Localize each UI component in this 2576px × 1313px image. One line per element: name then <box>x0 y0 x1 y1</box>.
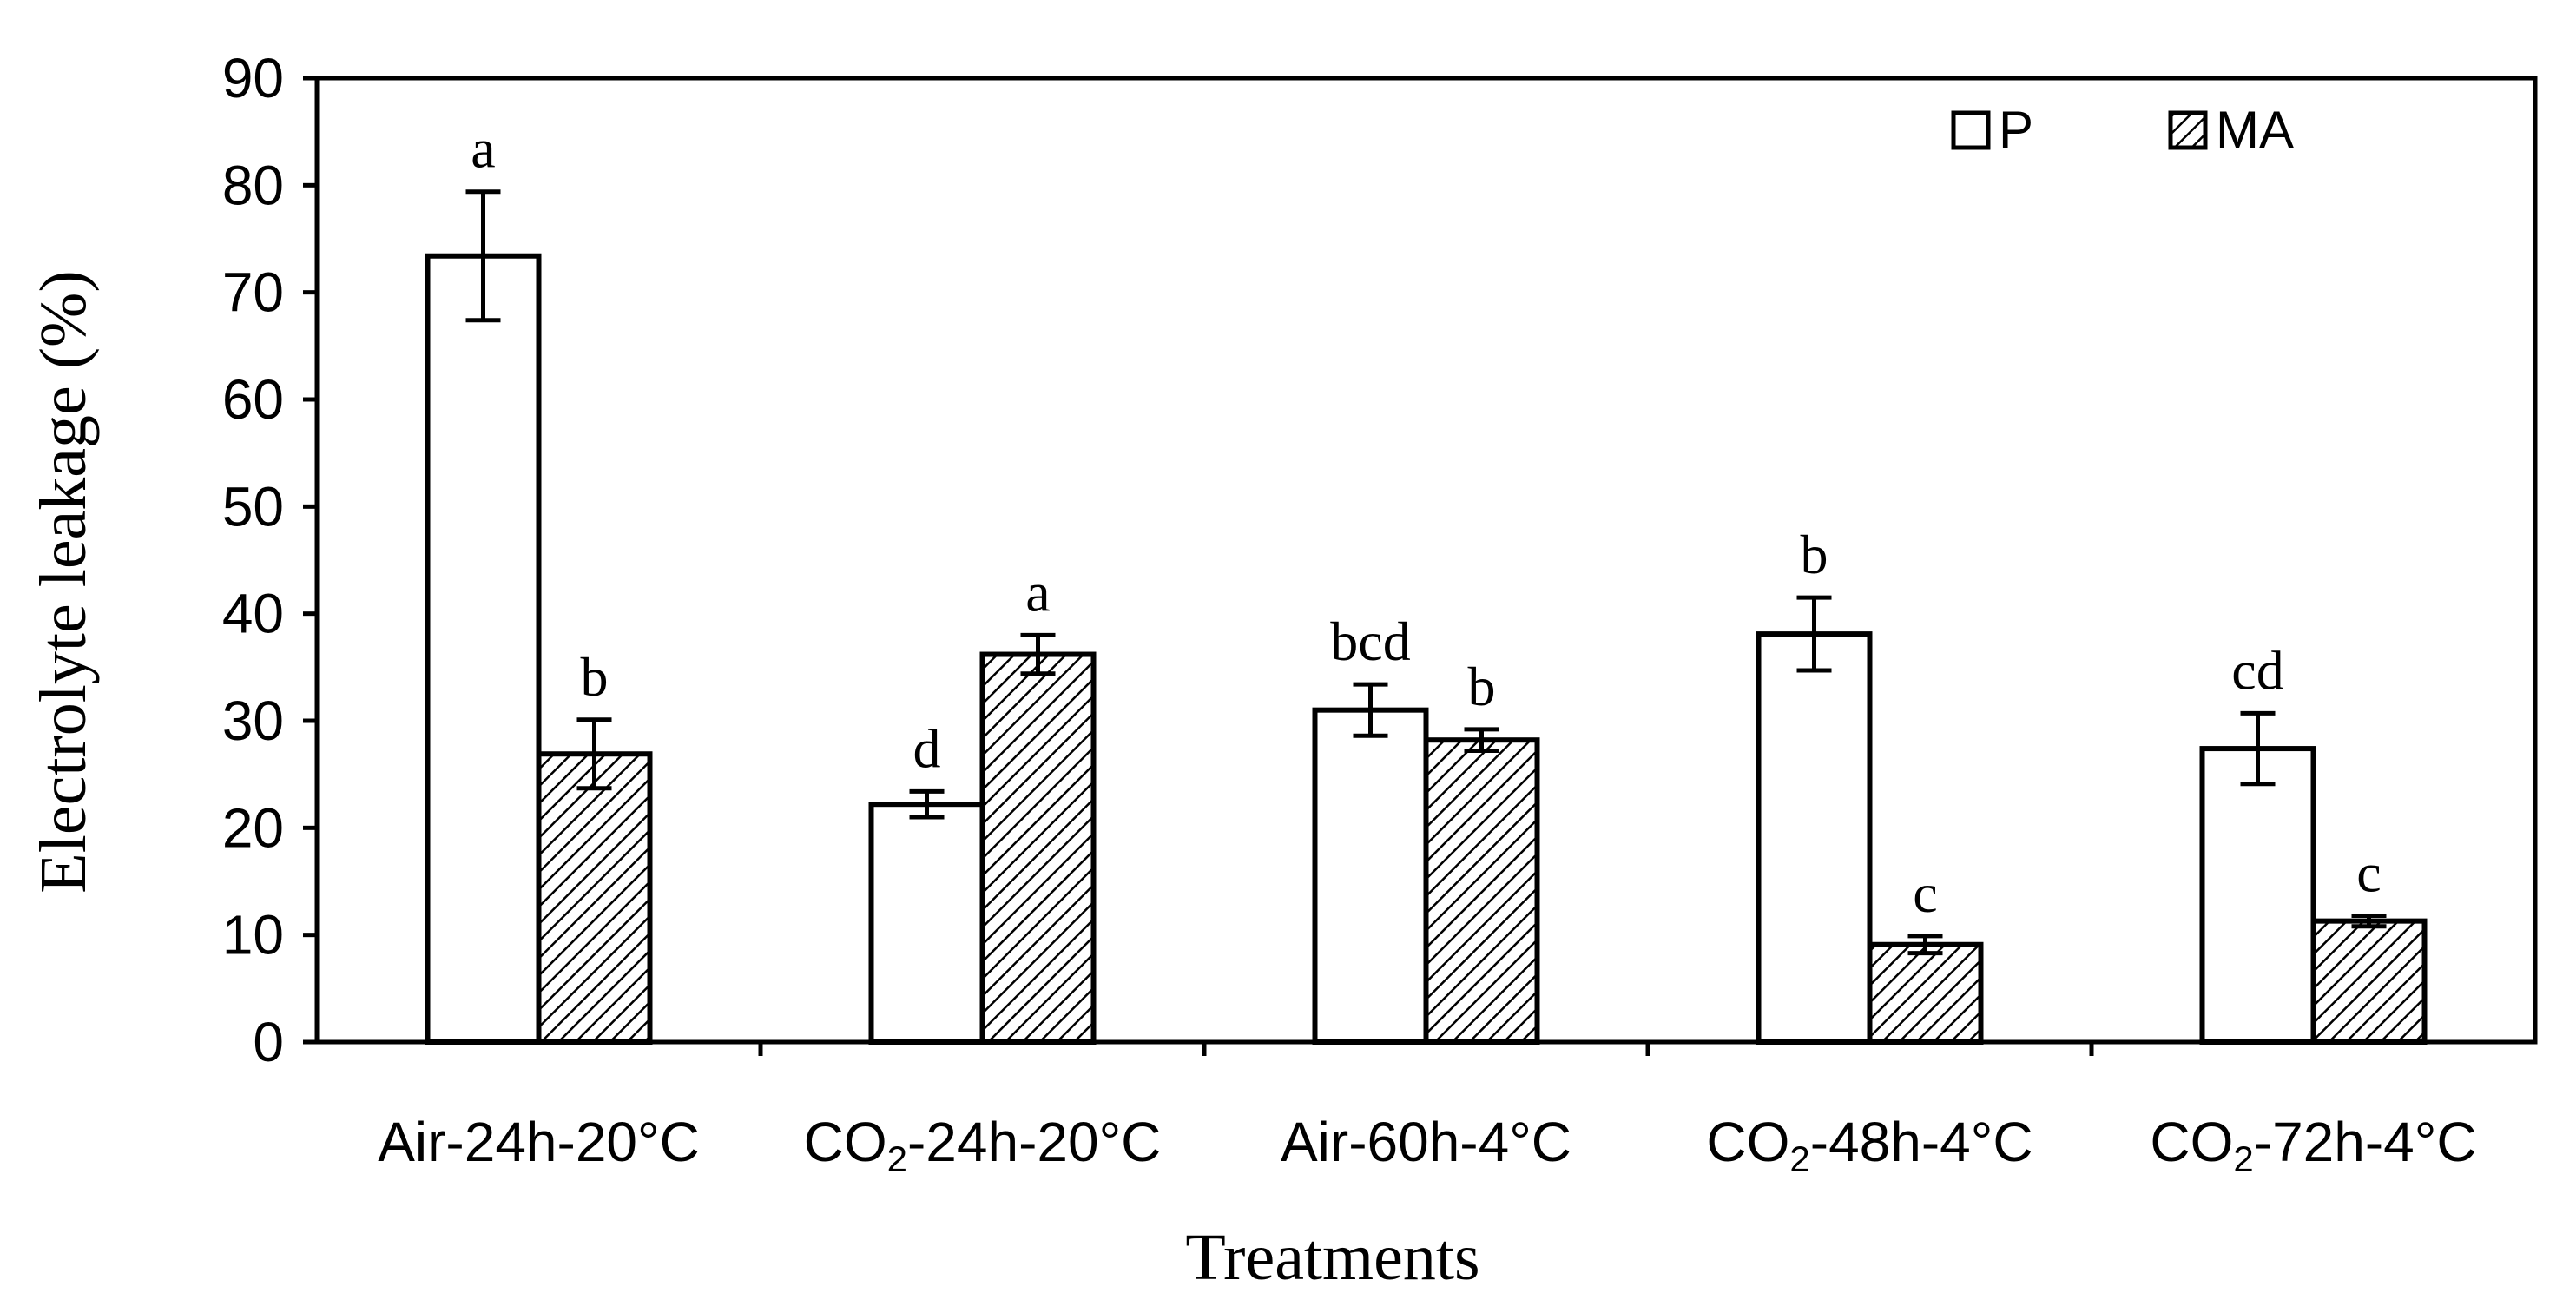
significance-letter: c <box>2356 841 2381 903</box>
significance-letter: cd <box>2231 639 2283 701</box>
significance-letter: bcd <box>1330 610 1410 672</box>
x-category-label: Air-24h-20°C <box>378 1111 700 1173</box>
y-tick-label: 80 <box>222 154 284 216</box>
bar-p <box>2199 746 2316 1045</box>
bar-p <box>425 253 542 1045</box>
y-axis-title: Electrolyte leakage (%) <box>27 270 100 893</box>
legend-label-ma: MA <box>2216 101 2294 159</box>
bar-ma <box>1867 941 1984 1046</box>
y-tick-label: 40 <box>222 583 284 645</box>
x-axis-title: Treatments <box>1185 1221 1479 1294</box>
legend: P MA <box>1951 101 2294 159</box>
significance-letter: c <box>1913 862 1937 924</box>
y-tick-label: 70 <box>222 261 284 324</box>
error-bars <box>465 189 2387 956</box>
significance-letter: a <box>1025 561 1050 623</box>
bar-ma <box>2310 918 2428 1045</box>
legend-label-p: P <box>1999 101 2033 159</box>
significance-letter: b <box>1801 524 1828 585</box>
significance-letter: b <box>581 646 609 708</box>
bar-p <box>868 802 985 1045</box>
bar-p <box>1756 631 1873 1045</box>
y-tick-label: 60 <box>222 368 284 431</box>
x-category-label: CO2-48h-4°C <box>1706 1111 2032 1179</box>
x-category-labels: Air-24h-20°C CO2-24h-20°C Air-60h-4°C CO2-4… <box>378 1111 2476 1179</box>
significance-letter: a <box>471 118 495 180</box>
bar-ma <box>536 751 653 1045</box>
y-tick-label: 30 <box>222 689 284 752</box>
bar-p <box>1312 707 1429 1046</box>
y-tick-labels: 0 10 20 30 40 50 60 70 80 90 <box>222 47 284 1073</box>
y-tick-label: 50 <box>222 475 284 538</box>
legend-swatch-ma <box>2168 110 2208 150</box>
significance-letter: d <box>913 717 941 779</box>
x-category-label: CO2-72h-4°C <box>2150 1111 2476 1179</box>
bar-ma <box>979 651 1097 1045</box>
y-tick-label: 90 <box>222 47 284 109</box>
x-category-label: Air-60h-4°C <box>1281 1111 1571 1173</box>
legend-swatch-p <box>1951 110 1991 150</box>
x-category-label: CO2-24h-20°C <box>804 1111 1162 1179</box>
y-tick-label: 10 <box>222 904 284 967</box>
y-tick-label: 0 <box>253 1011 284 1073</box>
bar-ma <box>1423 737 1540 1045</box>
bars <box>425 253 2428 1046</box>
significance-letter: b <box>1468 656 1496 717</box>
y-tick-label: 20 <box>222 796 284 859</box>
